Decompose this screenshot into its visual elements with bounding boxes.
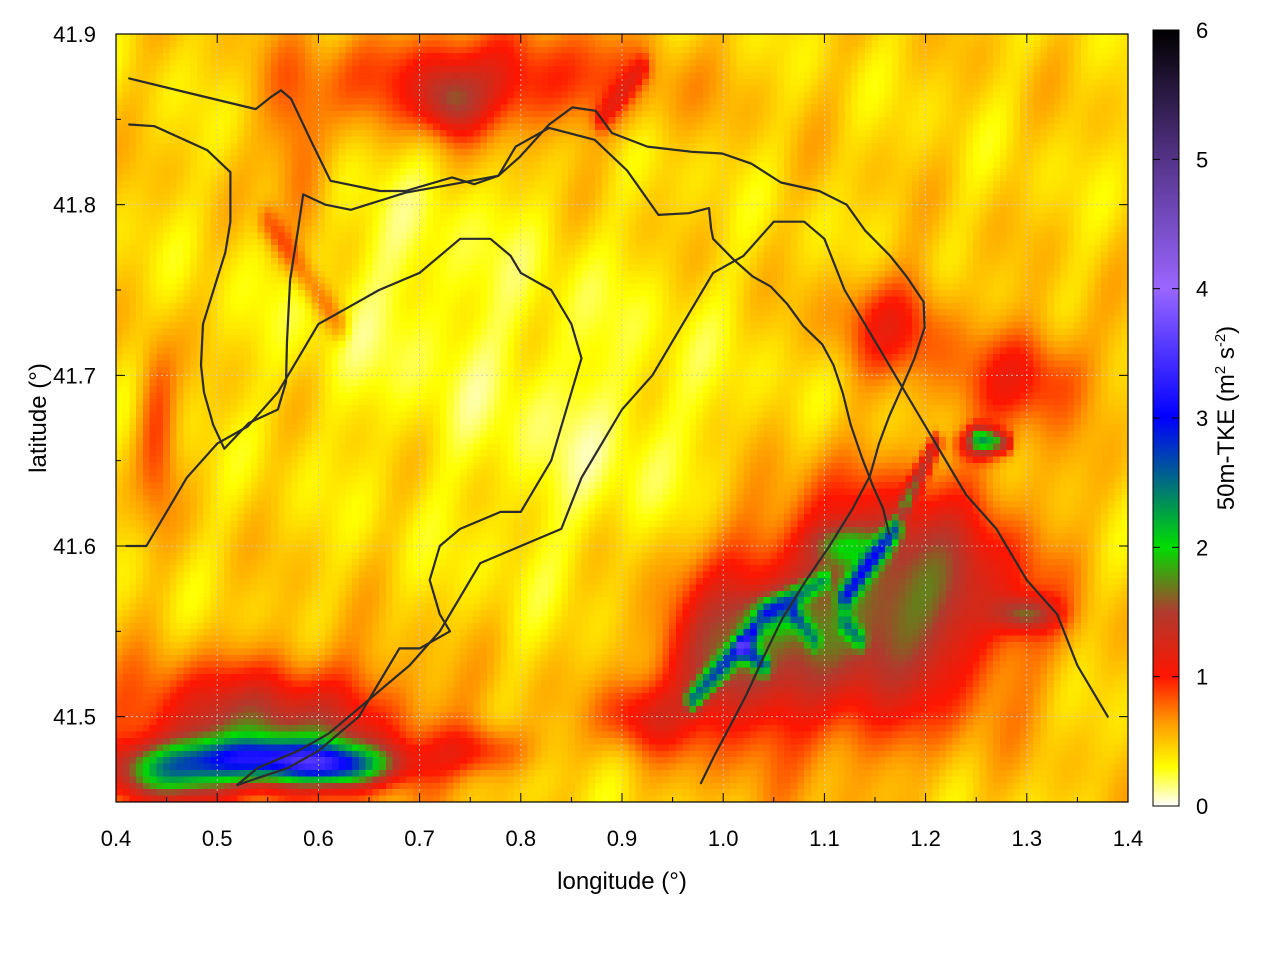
contour-line — [125, 237, 583, 786]
x-tick-label: 0.5 — [202, 826, 233, 851]
colorbar-label-end: ) — [1213, 326, 1240, 334]
colorbar-tick-label: 3 — [1196, 406, 1208, 431]
contour-line — [236, 220, 1109, 786]
x-axis-label: longitude (°) — [557, 868, 687, 895]
y-tick-label: 41.8 — [53, 193, 96, 218]
colorbar-tick-label: 2 — [1196, 535, 1208, 560]
x-tick-label: 1.3 — [1012, 826, 1043, 851]
colorbar-tick-label: 6 — [1196, 18, 1208, 43]
colorbar-label-sup2: -2 — [1212, 334, 1229, 347]
x-tick-labels: 0.4 0.5 0.6 0.7 0.8 0.9 1.0 1.1 1.2 1.3 1.4 — [101, 826, 1144, 851]
colorbar-tick-label: 1 — [1196, 665, 1208, 690]
terrain-contours — [125, 77, 1109, 786]
colorbar-label-sup1: 2 — [1212, 366, 1229, 374]
y-tick-labels: 41.5 41.6 41.7 41.8 41.9 — [53, 22, 96, 730]
contour-line — [128, 123, 891, 536]
x-tick-label: 1.2 — [910, 826, 941, 851]
colorbar-ticks — [1153, 29, 1179, 807]
y-tick-label: 41.6 — [53, 534, 96, 559]
y-axis-label: latitude (°) — [25, 363, 52, 473]
x-tick-label: 0.9 — [607, 826, 638, 851]
x-tick-label: 1.1 — [809, 826, 840, 851]
colorbar-tick-label: 0 — [1196, 794, 1208, 819]
x-tick-label: 1.0 — [708, 826, 739, 851]
colorbar-label-mid: s — [1213, 347, 1240, 366]
x-tick-label: 0.4 — [101, 826, 132, 851]
colorbar-tick-label: 4 — [1196, 277, 1208, 302]
colorbar-tick-label: 5 — [1196, 147, 1208, 172]
x-tick-label: 1.4 — [1113, 826, 1144, 851]
y-tick-label: 41.9 — [53, 22, 96, 47]
x-tick-label: 0.8 — [506, 826, 537, 851]
y-tick-label: 41.7 — [53, 363, 96, 388]
colorbar-label: 50m-TKE (m2 s-2) — [1212, 326, 1240, 510]
axis-ticks — [115, 33, 1129, 802]
colorbar-tick-labels: 0 1 2 3 4 5 6 — [1196, 18, 1208, 819]
grid-lines — [116, 34, 1128, 802]
colorbar-label-base: 50m-TKE (m — [1213, 374, 1240, 510]
y-tick-label: 41.5 — [53, 705, 96, 730]
x-tick-label: 0.7 — [404, 826, 435, 851]
x-tick-label: 0.6 — [303, 826, 334, 851]
contour-line — [128, 77, 926, 785]
